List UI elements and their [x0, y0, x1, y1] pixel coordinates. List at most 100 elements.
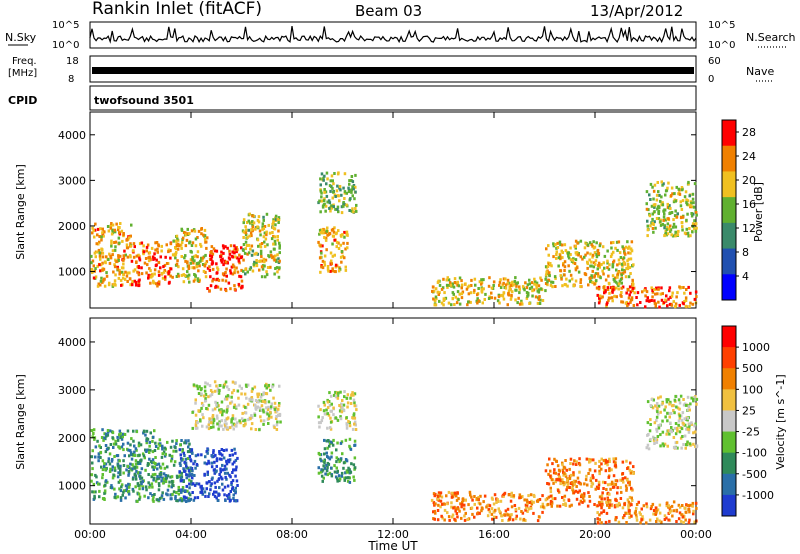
data-cell [234, 255, 237, 259]
data-cell [458, 302, 462, 306]
data-cell [220, 400, 224, 404]
data-cell [125, 468, 128, 472]
data-cell [180, 458, 183, 462]
data-cell [678, 303, 681, 307]
data-cell [574, 258, 578, 262]
data-cell [340, 250, 344, 253]
data-cell [605, 302, 608, 306]
data-cell [157, 462, 161, 466]
data-cell [219, 475, 223, 479]
data-cell [325, 229, 328, 233]
data-cell [99, 263, 103, 267]
data-cell [608, 503, 612, 507]
data-cell [435, 297, 438, 301]
data-cell [140, 476, 144, 480]
data-cell [226, 246, 229, 250]
data-cell [229, 498, 232, 502]
data-cell [144, 257, 148, 260]
data-cell [354, 190, 357, 194]
data-cell [456, 280, 460, 284]
data-cell [188, 482, 191, 486]
data-cell [127, 485, 131, 489]
data-cell [617, 287, 620, 291]
data-cell [521, 285, 525, 289]
data-cell [133, 450, 136, 454]
data-cell [91, 467, 94, 471]
data-cell [101, 468, 105, 472]
data-cell [444, 296, 448, 300]
data-cell [333, 226, 336, 230]
data-cell [558, 504, 562, 508]
data-cell [192, 261, 195, 265]
data-cell [236, 484, 239, 487]
data-cell [203, 490, 207, 494]
data-cell [597, 264, 600, 268]
data-cell [111, 228, 114, 232]
data-cell [213, 380, 217, 384]
data-cell [537, 498, 540, 502]
data-cell [142, 250, 146, 254]
data-cell [575, 497, 579, 501]
colorbar-tick-label: 20 [742, 174, 756, 187]
data-cell [504, 286, 508, 290]
data-cell [110, 468, 114, 472]
data-cell [667, 227, 671, 231]
data-cell [584, 478, 588, 482]
data-cell [345, 203, 348, 207]
data-cell [126, 280, 129, 283]
data-cell [650, 286, 653, 290]
data-cell [188, 448, 192, 451]
data-cell [157, 243, 160, 247]
data-cell [91, 259, 95, 263]
data-cell [138, 254, 141, 258]
data-cell [200, 401, 204, 405]
data-cell [455, 498, 459, 502]
data-cell [206, 236, 209, 240]
data-cell [674, 394, 677, 398]
data-cell [326, 226, 329, 230]
data-cell [226, 261, 229, 265]
station-title: Rankin Inlet (fitACF) [92, 0, 262, 19]
data-cell [334, 395, 338, 399]
data-cell [160, 455, 164, 459]
data-cell [242, 221, 245, 225]
data-cell [127, 471, 131, 475]
data-cell [120, 485, 123, 489]
data-cell [598, 265, 601, 269]
data-cell [110, 244, 113, 248]
colorbar-swatch [722, 368, 736, 390]
data-cell [612, 259, 616, 263]
data-cell [353, 197, 356, 201]
data-cell [175, 262, 179, 266]
data-cell [657, 287, 660, 291]
xtick-label: 12:00 [377, 528, 409, 541]
nsky-tick-top: 10^5 [52, 20, 79, 31]
data-cell [547, 253, 550, 257]
data-cell [170, 485, 173, 489]
data-cell [225, 467, 228, 471]
data-cell [211, 408, 215, 412]
data-cell [107, 229, 111, 233]
data-cell [200, 227, 203, 231]
data-cell [222, 409, 226, 413]
data-cell [559, 478, 562, 482]
data-cell [655, 438, 659, 442]
data-cell [183, 256, 186, 260]
data-cell [344, 438, 348, 442]
data-cell [331, 179, 334, 183]
data-cell [221, 413, 224, 417]
data-cell [317, 240, 320, 244]
data-cell [273, 258, 276, 262]
data-cell [148, 444, 151, 448]
data-cell [653, 299, 656, 303]
data-cell [342, 409, 346, 413]
data-cell [116, 464, 120, 468]
data-cell [678, 414, 681, 418]
data-cell [669, 295, 672, 299]
data-cell [209, 394, 212, 398]
data-cell [326, 465, 329, 469]
data-cell [516, 281, 519, 285]
data-cell [197, 229, 201, 233]
data-cell [547, 278, 551, 282]
data-cell [532, 288, 536, 292]
